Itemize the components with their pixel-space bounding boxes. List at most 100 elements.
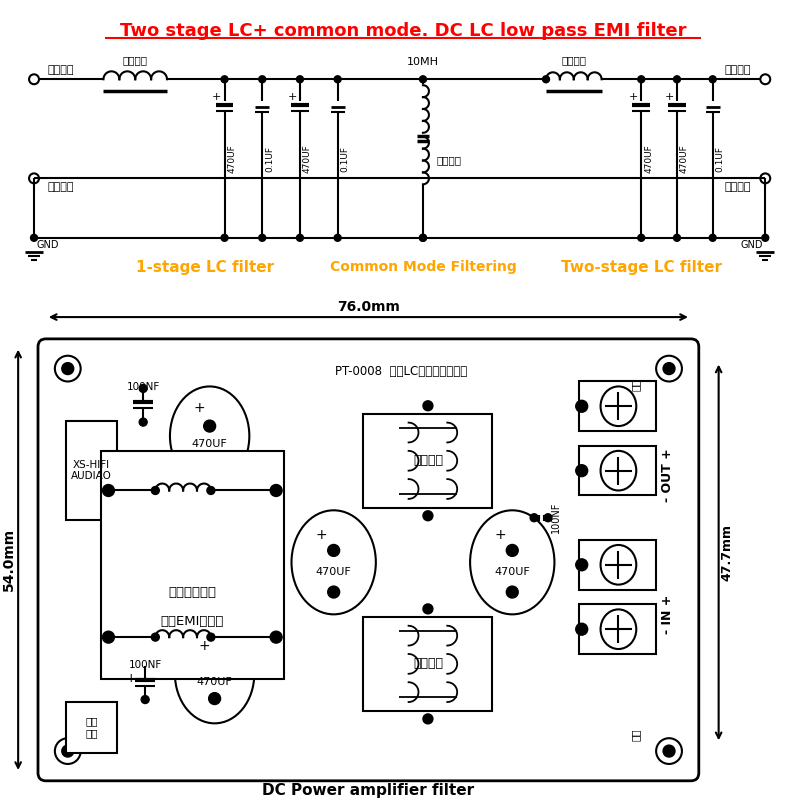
Circle shape (656, 356, 682, 382)
Circle shape (328, 586, 340, 598)
Circle shape (710, 234, 716, 242)
Circle shape (674, 234, 681, 242)
Text: +: + (316, 527, 327, 542)
Circle shape (423, 604, 433, 614)
Circle shape (30, 234, 38, 242)
Bar (363, 414, 493, 508)
Text: 正极输出: 正极输出 (725, 66, 751, 75)
Text: 正极输入: 正极输入 (48, 66, 74, 75)
Circle shape (221, 234, 228, 242)
Circle shape (55, 356, 81, 382)
Text: 直流EMI滤波器: 直流EMI滤波器 (161, 615, 224, 628)
Text: 100NF: 100NF (129, 660, 162, 670)
Ellipse shape (170, 386, 250, 486)
Ellipse shape (175, 624, 254, 723)
Bar (578, 540, 656, 590)
Circle shape (207, 486, 215, 494)
Circle shape (656, 738, 682, 764)
Text: 0.1UF: 0.1UF (716, 146, 725, 171)
Circle shape (423, 714, 433, 724)
Text: +: + (126, 672, 137, 686)
Circle shape (141, 662, 149, 670)
Text: 负极输入: 负极输入 (48, 182, 74, 192)
Text: 470UF: 470UF (316, 567, 351, 578)
Text: 0.1UF: 0.1UF (266, 146, 274, 171)
Circle shape (419, 76, 426, 82)
Text: 磁环电感: 磁环电感 (122, 55, 148, 66)
Text: Two stage LC+ common mode. DC LC low pass EMI filter: Two stage LC+ common mode. DC LC low pas… (120, 22, 686, 40)
Text: XS-HIFI
AUDIAO: XS-HIFI AUDIAO (71, 460, 112, 482)
Text: 磁环电感: 磁环电感 (413, 454, 443, 467)
Circle shape (506, 586, 518, 598)
Circle shape (139, 385, 147, 392)
Ellipse shape (601, 386, 636, 426)
Text: 470UF: 470UF (644, 144, 654, 173)
Text: PT-0008  直流LC低通无源滤波器: PT-0008 直流LC低通无源滤波器 (334, 365, 466, 378)
Text: +: + (194, 402, 206, 415)
Circle shape (328, 545, 340, 556)
Circle shape (576, 623, 588, 635)
Circle shape (297, 76, 303, 82)
Text: GND: GND (741, 240, 763, 250)
Circle shape (204, 455, 216, 466)
Text: 1-stage LC filter: 1-stage LC filter (136, 260, 274, 274)
Bar (578, 446, 656, 495)
Circle shape (762, 234, 769, 242)
Text: 470UF: 470UF (197, 677, 233, 686)
Text: 0.1UF: 0.1UF (341, 146, 350, 171)
Text: +: + (199, 639, 210, 653)
Circle shape (638, 76, 645, 82)
Circle shape (576, 465, 588, 477)
Text: 共模拓流电感: 共模拓流电感 (168, 586, 216, 598)
Circle shape (530, 514, 538, 522)
Text: 10MH: 10MH (407, 58, 439, 67)
Bar (66, 702, 118, 753)
Circle shape (221, 76, 228, 82)
Circle shape (270, 485, 282, 497)
Text: 负极输出: 负极输出 (725, 182, 751, 192)
Circle shape (209, 693, 221, 705)
Text: 正输: 正输 (630, 378, 640, 390)
Text: 47.7mm: 47.7mm (721, 524, 734, 581)
Circle shape (419, 234, 426, 242)
Ellipse shape (291, 510, 376, 614)
Text: 磁环电感: 磁环电感 (562, 55, 586, 66)
Circle shape (423, 510, 433, 521)
Ellipse shape (601, 451, 636, 490)
Text: GND: GND (36, 240, 58, 250)
Circle shape (204, 420, 216, 432)
Circle shape (663, 362, 675, 374)
Text: - OUT +: - OUT + (661, 449, 674, 502)
Circle shape (334, 234, 341, 242)
Text: 470UF: 470UF (494, 567, 530, 578)
Text: +: + (629, 92, 638, 102)
Circle shape (419, 234, 426, 242)
Circle shape (544, 514, 552, 522)
Circle shape (151, 633, 159, 641)
Circle shape (207, 633, 215, 641)
Text: - IN +: - IN + (661, 594, 674, 634)
Text: 470UF: 470UF (227, 144, 237, 173)
Text: 470UF: 470UF (680, 144, 689, 173)
Circle shape (423, 401, 433, 410)
Circle shape (542, 76, 550, 82)
Text: +: + (494, 527, 506, 542)
Ellipse shape (470, 510, 554, 614)
Circle shape (258, 76, 266, 82)
Circle shape (209, 658, 221, 670)
Circle shape (55, 738, 81, 764)
Text: +: + (664, 92, 674, 102)
Circle shape (576, 400, 588, 412)
Circle shape (334, 76, 341, 82)
Text: 100NF: 100NF (551, 502, 561, 534)
Circle shape (62, 745, 74, 757)
Bar (66, 421, 118, 520)
Circle shape (139, 418, 147, 426)
Text: Common Mode Filtering: Common Mode Filtering (330, 260, 516, 274)
Text: 470UF: 470UF (192, 439, 227, 449)
Circle shape (506, 545, 518, 556)
Circle shape (663, 745, 675, 757)
Circle shape (151, 486, 159, 494)
Ellipse shape (601, 610, 636, 649)
Text: 磁环电感: 磁环电感 (413, 658, 443, 670)
